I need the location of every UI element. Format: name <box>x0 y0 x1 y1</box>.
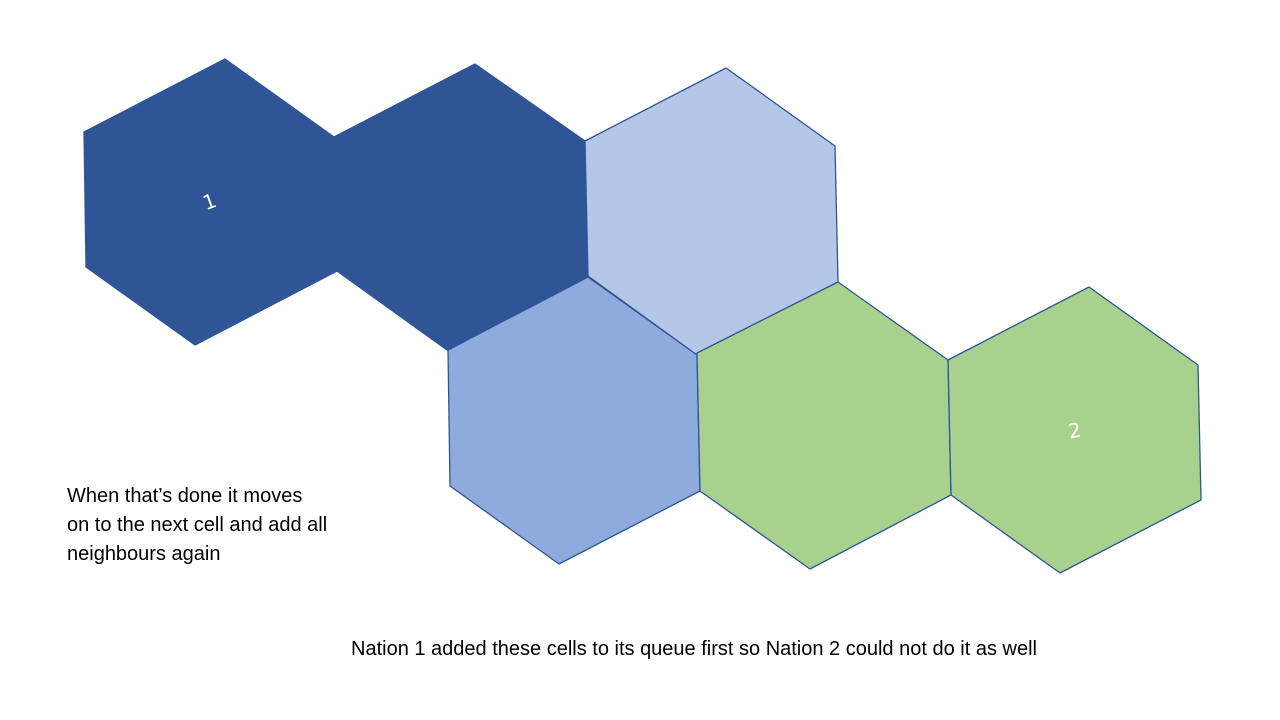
hex-cell-nation2-origin: 2 <box>947 286 1202 574</box>
caption-left-line-3: neighbours again <box>67 543 221 565</box>
hex-label-2: 2 <box>1066 418 1083 444</box>
caption-left-line-1: When that’s done it moves <box>67 485 303 507</box>
caption-left-line-2: on to the next cell and add all <box>67 514 328 536</box>
hex-cell-nation1-origin: 1 <box>83 58 338 346</box>
hex-shape <box>947 286 1202 574</box>
caption-left: When that’s done it moves on to the next… <box>67 482 387 569</box>
caption-bottom: Nation 1 added these cells to its queue … <box>351 638 1037 660</box>
